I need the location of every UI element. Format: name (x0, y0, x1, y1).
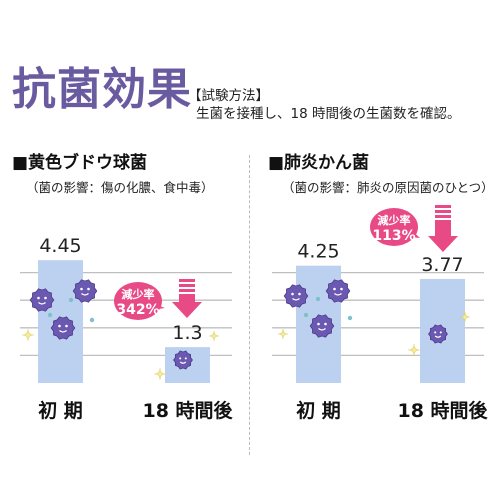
germ-icon (50, 316, 76, 340)
germ-body (428, 324, 448, 344)
germ-mouth (81, 293, 89, 296)
reduction-label: 減少率 (122, 287, 155, 301)
arrow-stripe (179, 279, 195, 282)
chart-2-title: ■肺炎かん菌 (268, 153, 370, 173)
germ-eye (317, 322, 320, 326)
germ-icon (325, 279, 351, 303)
germ-icon (72, 279, 98, 303)
chart-1-subtitle: （菌の影響：傷の化膿、食中毒） (26, 180, 214, 195)
germ-body (29, 288, 55, 312)
germ-eye (291, 292, 294, 296)
germ-eye (333, 287, 336, 291)
germ-body (309, 314, 335, 338)
microbe-speck-icon (68, 297, 74, 303)
data-label: 4.45 (39, 235, 81, 257)
data-label: 4.25 (297, 241, 339, 263)
germ-eye (65, 324, 68, 328)
germ-mouth (59, 330, 67, 333)
germ-icon (29, 288, 55, 312)
test-method-text: 生菌を接種し、18 時間後の生菌数を確認。 (196, 106, 461, 122)
sparkle-icon (459, 311, 471, 323)
arrow-shaft (179, 294, 195, 303)
sparkle-icon (208, 330, 220, 342)
microbe-speck-icon (303, 312, 309, 318)
arrow-head (428, 236, 458, 252)
germ-eye (37, 296, 40, 300)
germ-mouth (292, 298, 300, 301)
category-label: 18 時間後 (142, 399, 233, 422)
chart-divider (249, 155, 250, 455)
down-arrow-icon (172, 279, 202, 318)
germ-icon (173, 350, 193, 370)
arrow-stripe (435, 215, 451, 218)
microbe-speck-icon (47, 312, 53, 318)
sparkle-icon (153, 367, 167, 381)
arrow-shaft (435, 220, 451, 237)
germ-icon (428, 324, 448, 344)
germ-body (50, 316, 76, 340)
arrow-stripe (435, 210, 451, 213)
germ-body (325, 279, 351, 303)
germ-mouth (434, 335, 442, 338)
sparkle-icon (21, 328, 35, 342)
germ-eye (340, 287, 343, 291)
germ-eye (80, 287, 83, 291)
data-label: 1.3 (172, 322, 202, 344)
germ-body (173, 350, 193, 370)
germ-eye (439, 331, 442, 334)
category-label: 18 時間後 (397, 399, 488, 422)
reduction-value: 342% (116, 302, 159, 318)
germ-icon (283, 284, 309, 308)
germ-mouth (179, 361, 187, 364)
germ-eye (179, 357, 182, 360)
test-method-heading: 【試験方法】 (188, 88, 269, 104)
germ-mouth (38, 302, 46, 305)
microbe-speck-icon (89, 317, 95, 323)
bubble-body (114, 282, 162, 320)
microbe-speck-icon (347, 315, 353, 321)
germ-eye (87, 287, 90, 291)
microbe-speck-icon (315, 296, 321, 302)
germ-eye (44, 296, 47, 300)
bubble-tail (147, 304, 165, 311)
sparkle-icon (407, 343, 421, 357)
category-label: 初 期 (296, 399, 341, 422)
germ-mouth (334, 293, 342, 296)
arrow-stripe (435, 205, 451, 208)
germ-mouth (318, 328, 326, 331)
page-title: 抗菌効果 (12, 64, 192, 115)
arrow-stripe (179, 289, 195, 292)
germ-body (72, 279, 98, 303)
data-label: 3.77 (421, 254, 463, 276)
chart-2-subtitle: （菌の影響：肺炎の原因菌のひとつ） (282, 180, 494, 195)
germ-eye (434, 331, 437, 334)
germ-eye (184, 357, 187, 360)
arrow-head (172, 302, 202, 318)
germ-eye (58, 324, 61, 328)
down-arrow-icon (428, 205, 458, 252)
category-label: 初 期 (38, 399, 83, 422)
germ-body (283, 284, 309, 308)
bubble-tail (403, 230, 420, 238)
reduction-value: 113% (372, 228, 415, 244)
germ-eye (324, 322, 327, 326)
germ-icon (309, 314, 335, 338)
chart-1-title: ■黄色ブドウ球菌 (12, 153, 148, 173)
germ-eye (298, 292, 301, 296)
sparkle-icon (277, 328, 289, 340)
arrow-stripe (179, 284, 195, 287)
reduction-label: 減少率 (378, 213, 411, 227)
